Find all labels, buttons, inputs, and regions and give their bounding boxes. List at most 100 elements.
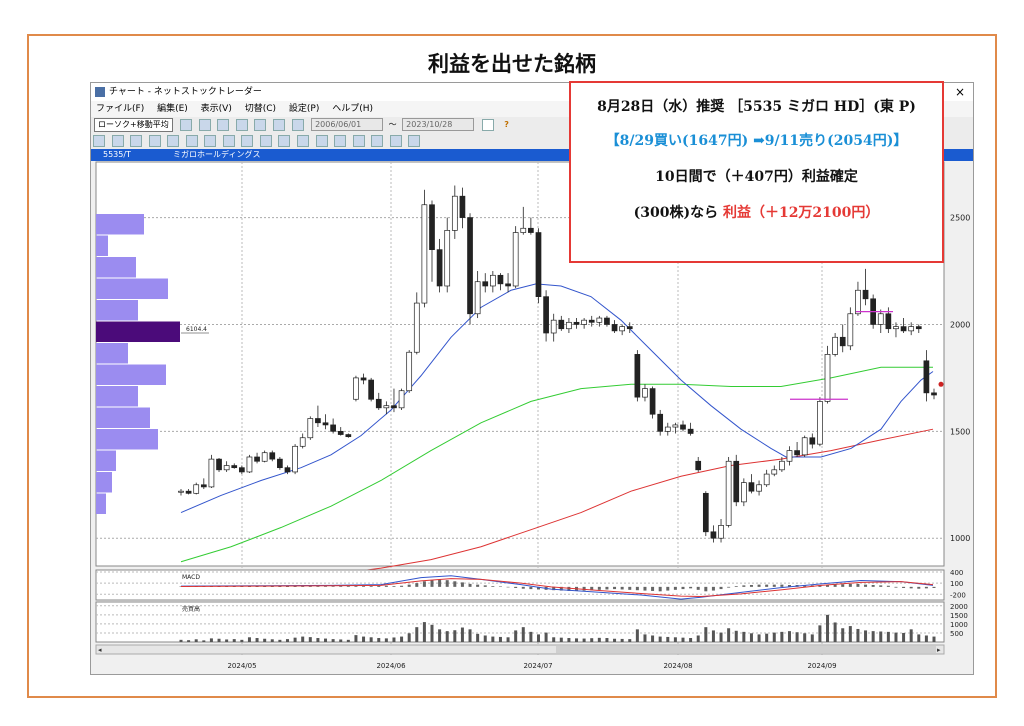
volume-profile-bar: [96, 278, 168, 299]
indicator-select[interactable]: ローソク+移動平均: [94, 117, 173, 132]
volume-bar: [225, 639, 229, 642]
macd-hist-bar: [864, 584, 868, 587]
volume-profile-bar: [96, 450, 116, 471]
date-from-input[interactable]: 2006/06/01: [311, 118, 384, 131]
candle-body: [261, 452, 268, 462]
volume-bar: [354, 635, 358, 642]
pen-icon[interactable]: [315, 134, 328, 147]
macd-hist-bar: [362, 586, 366, 587]
candle-body: [672, 424, 679, 428]
volume-bar: [552, 637, 556, 642]
volume-bar: [826, 614, 830, 642]
mb-icon[interactable]: [185, 134, 198, 147]
candle-body: [756, 484, 762, 492]
macd-hist-bar: [734, 586, 738, 587]
compare-icon[interactable]: [259, 134, 272, 147]
volume-bar: [536, 634, 540, 642]
checkbox-icon[interactable]: [481, 118, 494, 131]
volume-bar: [894, 632, 898, 642]
macd-hist-bar: [932, 586, 936, 588]
candle-body: [474, 281, 481, 315]
macd-hist-bar: [483, 585, 487, 587]
macd-hist-bar: [552, 586, 556, 591]
candle-body: [893, 326, 899, 330]
menu-settings[interactable]: 設定(P): [288, 104, 320, 114]
date-separator: ～: [388, 120, 397, 129]
menu-view[interactable]: 表示(V): [200, 104, 232, 114]
macd-hist-bar: [871, 585, 875, 587]
zoom-icon[interactable]: [278, 134, 291, 147]
save-icon[interactable]: [272, 118, 285, 131]
menu-file[interactable]: ファイル(F): [96, 104, 145, 114]
candle-body: [725, 460, 732, 526]
marker-tool-icon[interactable]: [130, 134, 143, 147]
candle-body: [482, 281, 489, 287]
candle-body: [680, 424, 686, 430]
volume-tick-label: 2000: [950, 603, 968, 611]
macd-hist-bar: [179, 586, 183, 587]
candle-body: [634, 354, 641, 398]
macd-hist-bar: [924, 586, 928, 589]
mc-icon[interactable]: [204, 134, 217, 147]
crosshair-icon[interactable]: [297, 134, 310, 147]
period-icon[interactable]: [291, 118, 304, 131]
line-icon[interactable]: [334, 134, 347, 147]
close-icon[interactable]: ×: [954, 85, 965, 99]
settings-icon[interactable]: [408, 134, 421, 147]
candle-body: [375, 398, 382, 409]
candle-body: [223, 465, 230, 471]
volume-bar: [711, 630, 715, 642]
date-to-input[interactable]: 2023/10/28: [402, 118, 475, 131]
volume-profile-bar: [96, 257, 136, 278]
volume-bar: [430, 624, 434, 642]
monthly-chart-icon[interactable]: [217, 118, 230, 131]
candle-body: [702, 492, 709, 533]
ma-icon[interactable]: [167, 134, 180, 147]
macd-hist-bar: [658, 586, 662, 592]
candle-body: [581, 319, 587, 325]
volume-bar: [331, 639, 335, 642]
macd-hist-bar: [787, 585, 791, 587]
h-scrollbar-thumb: [556, 646, 936, 653]
menu-switch[interactable]: 切替(C): [244, 104, 277, 114]
volume-profile-bar: [96, 429, 158, 450]
volume-bar: [765, 633, 769, 642]
arrow-tool-icon[interactable]: [111, 134, 124, 147]
print-icon[interactable]: [254, 118, 267, 131]
volume-bar: [689, 638, 693, 642]
volume-bar: [438, 629, 442, 642]
volume-bar: [651, 635, 655, 642]
candle-body: [801, 437, 808, 456]
page-title: 利益を出せた銘柄: [428, 51, 596, 76]
coin-icon[interactable]: [389, 134, 402, 147]
volume-bar: [727, 628, 731, 642]
candle-body: [885, 313, 892, 330]
minute-chart-icon[interactable]: [235, 118, 248, 131]
candle-body: [383, 405, 390, 409]
help-icon[interactable]: ?: [504, 120, 509, 129]
callout-line-3: 10日間で（＋407円）利益確定: [655, 169, 858, 185]
volume-bar: [597, 637, 601, 642]
dropdown-icon[interactable]: [371, 134, 384, 147]
macd-hist-bar: [886, 585, 890, 587]
macd-hist-bar: [392, 586, 396, 587]
daily-chart-icon[interactable]: [180, 118, 193, 131]
outer-frame: [27, 34, 997, 698]
warning-icon[interactable]: [222, 134, 235, 147]
macd-hist-bar: [635, 586, 639, 591]
volume-bar: [902, 632, 906, 642]
candle-body: [497, 274, 504, 285]
weekly-chart-icon[interactable]: [198, 118, 211, 131]
circle-tool-icon[interactable]: [93, 134, 105, 147]
macd-hist-bar: [879, 585, 883, 587]
menu-edit[interactable]: 編集(E): [157, 104, 188, 114]
flag-icon[interactable]: [241, 134, 254, 147]
menu-help[interactable]: ヘルプ(H): [332, 104, 374, 114]
candle-body: [862, 289, 869, 300]
grid-icon[interactable]: [148, 134, 161, 147]
eraser-icon[interactable]: [352, 134, 365, 147]
macd-hist-bar: [415, 583, 419, 587]
macd-hist-bar: [529, 586, 533, 590]
candle-body: [528, 227, 534, 233]
macd-label: MACD: [182, 574, 200, 581]
